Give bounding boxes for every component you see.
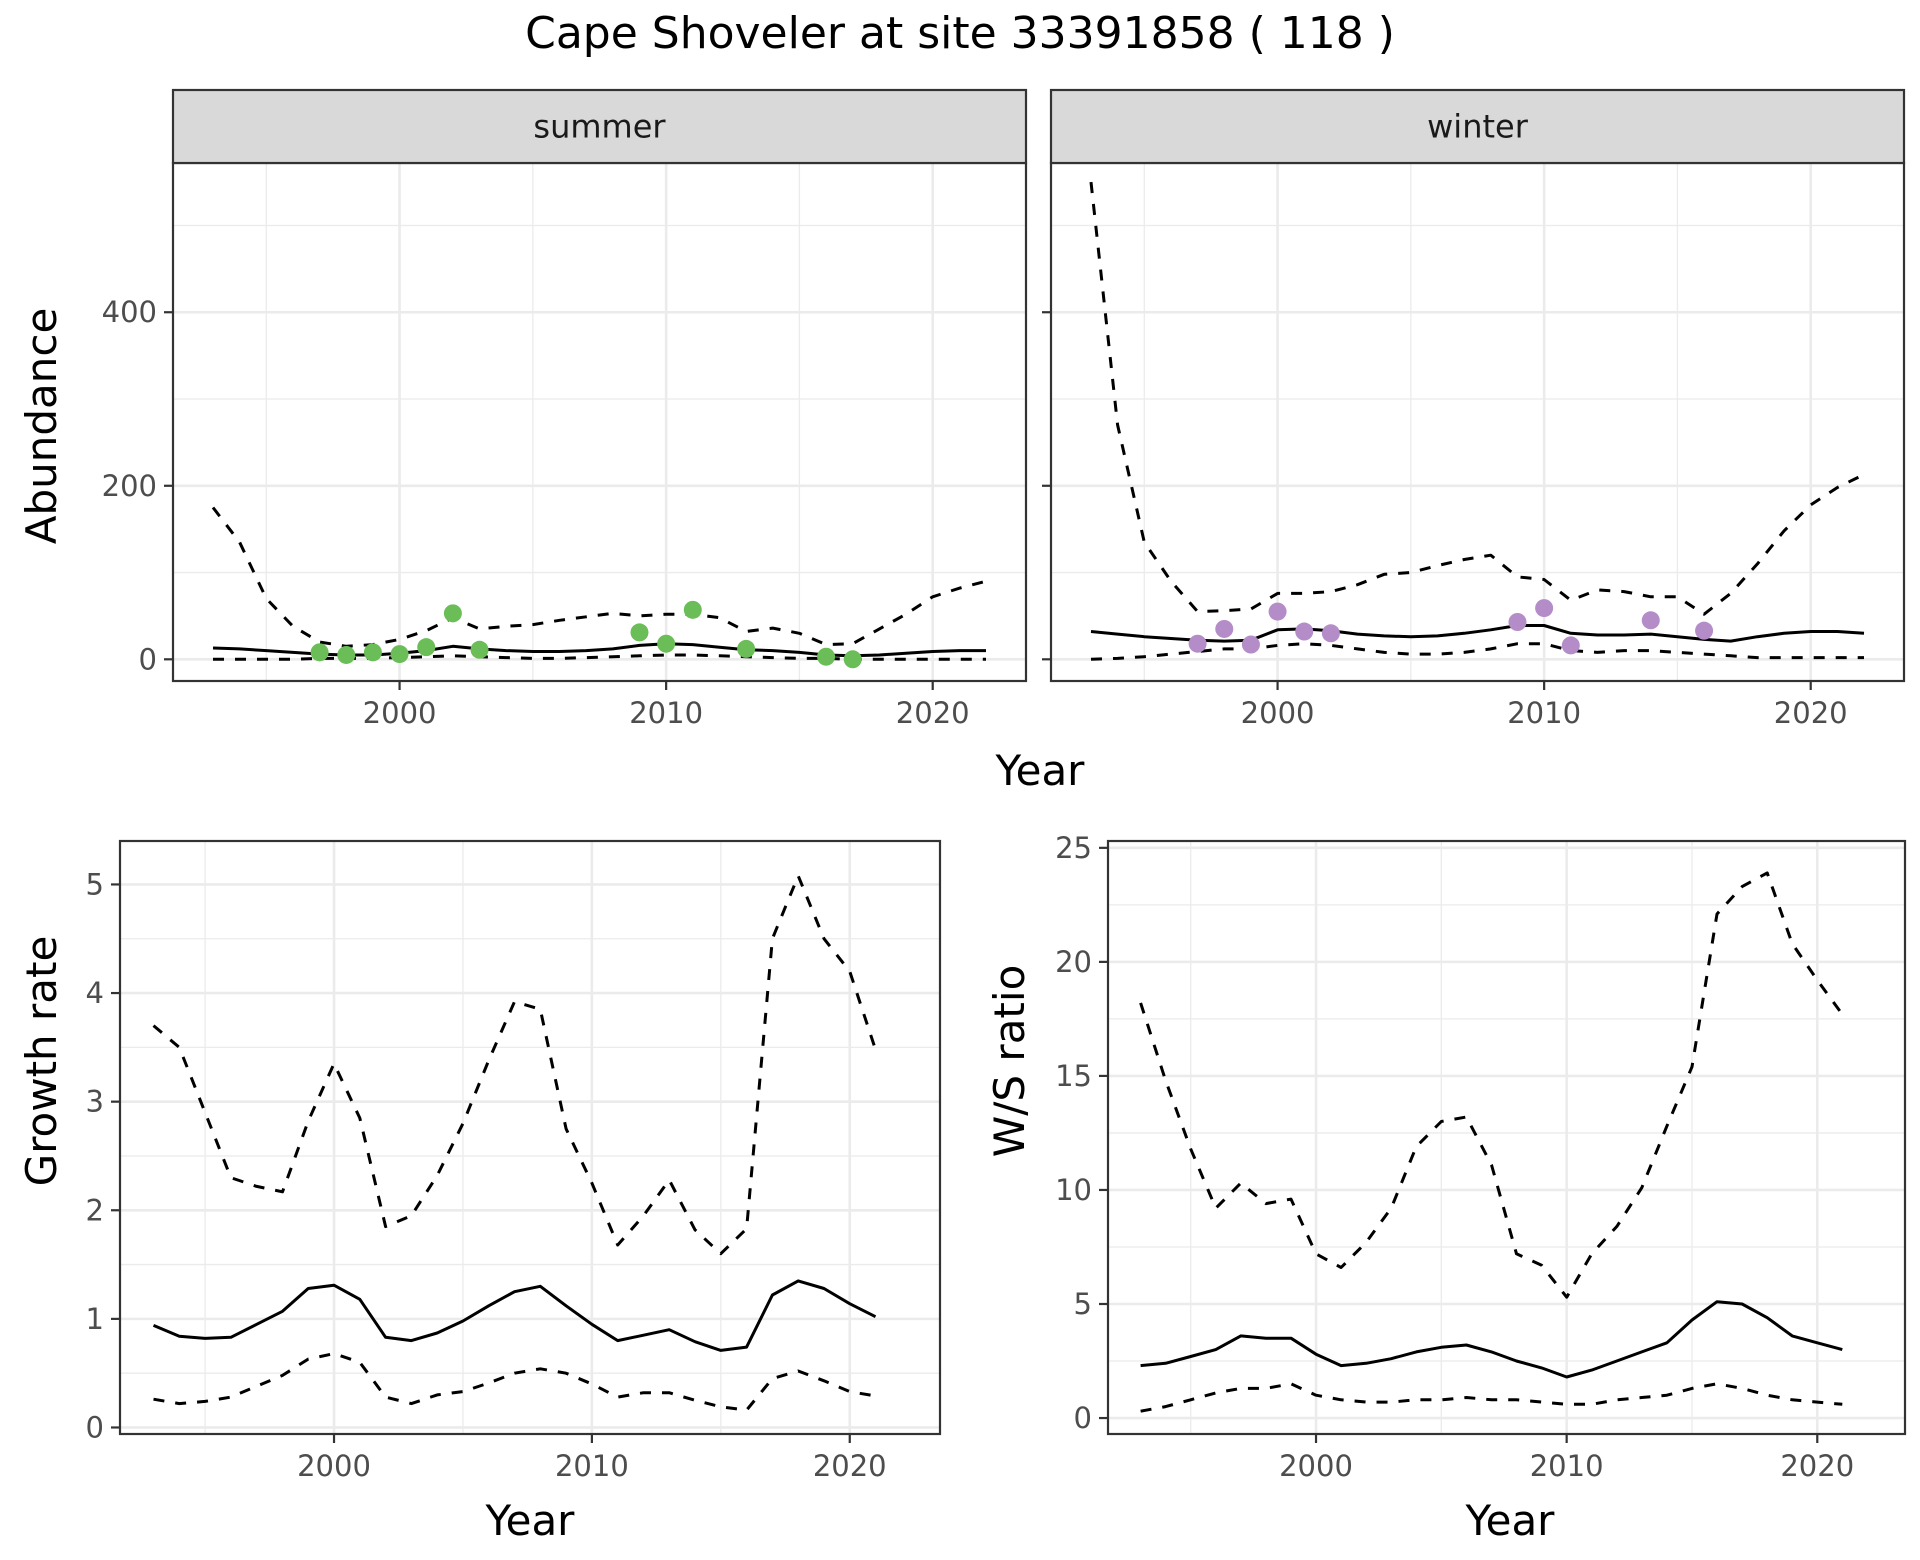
abundance-summer-panel: summer 2000 2010 2020 0 200 400 (102, 88, 1028, 730)
abundance-winter-facet-strip (1049, 88, 1906, 165)
abundance-winter-series-bound-line-2 (1090, 642, 1864, 661)
ws-ratio-y-tick-label: 10 (1055, 1173, 1092, 1207)
abundance-summer-data-point (657, 634, 676, 653)
abundance-summer-data-point (390, 645, 409, 664)
abundance-winter-data-point (1215, 619, 1234, 638)
abundance-winter-plot-area (1051, 163, 1904, 681)
abundance-summer-data-point (337, 645, 356, 664)
growth-rate-x-tick-label: 2010 (555, 1449, 629, 1483)
abundance-winter-data-point (1695, 621, 1714, 640)
ws-ratio-x-tick-label: 2000 (1279, 1449, 1353, 1483)
abundance-summer-data-point (310, 643, 329, 662)
figure-title: Cape Shoveler at site 33391858 ( 118 ) (525, 8, 1395, 59)
growth-rate-plot-area (120, 841, 940, 1434)
abundance-winter-x-tick-label: 2010 (1507, 696, 1581, 730)
abundance-summer-y-tick-label: 0 (139, 642, 157, 676)
growth-rate-series-estimate-line-0 (152, 1279, 877, 1352)
abundance-winter-data-point (1561, 636, 1580, 655)
abundance-summer-x-tick-label: 2010 (629, 696, 703, 730)
growth-rate-y-tick-label: 5 (86, 867, 104, 901)
abundance-summer-data-point (843, 650, 862, 669)
ws-ratio-x-tick-label: 2020 (1780, 1449, 1854, 1483)
growth-rate-x-tick-label: 2000 (297, 1449, 371, 1483)
abundance-winter-panel: winter 2000 2010 2020 (1042, 88, 1906, 730)
abundance-winter-x-tick-label: 2000 (1241, 696, 1315, 730)
growth-rate-y-tick-label: 3 (86, 1085, 104, 1119)
abundance-winter-data-point (1241, 635, 1260, 654)
abundance-summer-y-tick-label: 200 (102, 469, 157, 503)
ws-ratio-y-axis-title: W/S ratio (985, 965, 1034, 1158)
ws-ratio-y-tick-label: 25 (1055, 831, 1092, 865)
abundance-winter-series-estimate-line-0 (1090, 624, 1865, 643)
growth-rate-x-axis-title: Year (485, 1496, 576, 1545)
abundance-winter-data-point (1188, 634, 1207, 653)
abundance-summer-data-point (443, 604, 462, 623)
abundance-winter-points (1188, 599, 1714, 655)
ws-ratio-series-bound-line-2 (1140, 1382, 1843, 1413)
abundance-winter-data-point (1641, 611, 1660, 630)
abundance-summer-x-tick-label: 2020 (896, 696, 970, 730)
ws-ratio-panel: 2000 2010 2020 0 5 10 15 20 25 (1055, 831, 1907, 1483)
abundance-winter-data-point (1268, 602, 1287, 621)
abundance-summer-gridlines (173, 163, 1026, 681)
abundance-x-axis-title: Year (995, 746, 1086, 795)
abundance-summer-plot-area (173, 163, 1026, 681)
ws-ratio-y-tick-label: 15 (1055, 1059, 1092, 1093)
abundance-summer-data-point (817, 647, 836, 666)
abundance-winter-axis-ticks: 2000 2010 2020 (1042, 311, 1848, 730)
ws-ratio-x-tick-label: 2010 (1530, 1449, 1604, 1483)
ws-ratio-plot-area (1108, 841, 1905, 1434)
abundance-summer-facet-strip (171, 88, 1028, 165)
growth-rate-panel: 2000 2010 2020 0 1 2 3 4 5 (86, 839, 942, 1483)
ws-ratio-y-tick-label: 5 (1074, 1287, 1092, 1321)
ws-ratio-axis-ticks: 2000 2010 2020 0 5 10 15 20 25 (1055, 831, 1854, 1483)
ws-ratio-gridlines (1108, 841, 1905, 1434)
growth-rate-series-bound-line-1 (152, 874, 877, 1256)
ws-ratio-panel-border (1106, 839, 1907, 1436)
growth-rate-y-tick-label: 2 (86, 1193, 104, 1227)
abundance-winter-gridlines (1051, 163, 1904, 681)
abundance-summer-data-point (363, 643, 382, 662)
ws-ratio-y-tick-label: 0 (1074, 1401, 1092, 1435)
growth-rate-axis-ticks: 2000 2010 2020 0 1 2 3 4 5 (86, 867, 887, 1483)
abundance-winter-data-point (1508, 612, 1527, 631)
abundance-summer-facet-label: summer (533, 108, 666, 146)
abundance-summer-data-point (417, 638, 436, 657)
growth-rate-y-tick-label: 4 (86, 976, 104, 1010)
abundance-summer-points (310, 600, 862, 669)
growth-rate-y-axis-title: Growth rate (17, 936, 66, 1187)
abundance-summer-data-point (683, 600, 702, 619)
abundance-summer-x-tick-label: 2000 (363, 696, 437, 730)
abundance-summer-y-tick-label: 400 (102, 295, 157, 329)
ws-ratio-series-estimate-line-0 (1140, 1300, 1843, 1379)
growth-rate-series-bound-line-2 (153, 1352, 876, 1412)
growth-rate-y-tick-label: 0 (86, 1410, 104, 1444)
abundance-y-axis-title: Abundance (17, 308, 66, 545)
abundance-winter-data-point (1321, 624, 1340, 643)
ws-ratio-series-bound-line-1 (1139, 871, 1844, 1299)
abundance-summer-data-point (737, 639, 756, 658)
growth-rate-y-tick-label: 1 (86, 1302, 104, 1336)
growth-rate-x-tick-label: 2020 (813, 1449, 887, 1483)
ws-ratio-y-tick-label: 20 (1055, 945, 1092, 979)
abundance-summer-series-bound-line-1 (211, 506, 987, 648)
abundance-summer-axis-ticks: 2000 2010 2020 0 200 400 (102, 295, 970, 730)
abundance-winter-facet-label: winter (1427, 108, 1529, 146)
abundance-winter-data-point (1295, 622, 1314, 641)
growth-rate-panel-border (118, 839, 942, 1436)
abundance-summer-data-point (470, 640, 489, 659)
ws-ratio-x-axis-title: Year (1465, 1496, 1556, 1545)
abundance-winter-data-point (1535, 599, 1554, 618)
abundance-summer-data-point (630, 623, 649, 642)
abundance-winter-x-tick-label: 2020 (1774, 696, 1848, 730)
